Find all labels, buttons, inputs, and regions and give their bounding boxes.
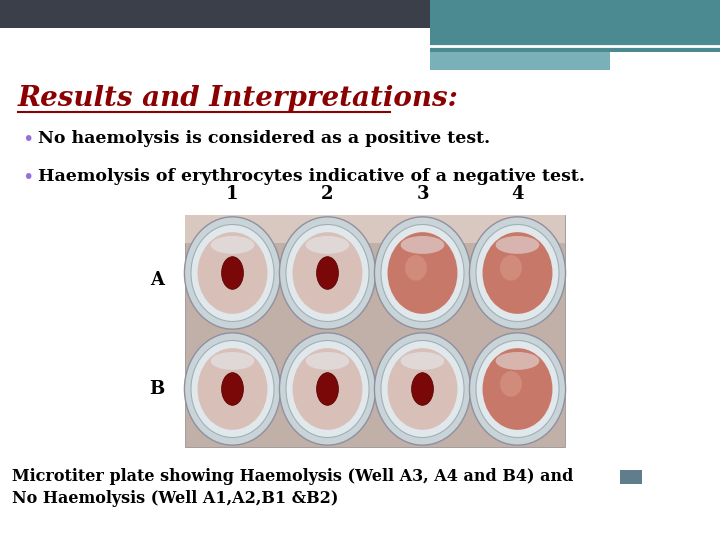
Ellipse shape xyxy=(306,352,349,370)
Text: No haemolysis is considered as a positive test.: No haemolysis is considered as a positiv… xyxy=(38,130,490,147)
Ellipse shape xyxy=(387,348,457,430)
Ellipse shape xyxy=(211,352,254,370)
Bar xyxy=(185,215,565,447)
Ellipse shape xyxy=(500,255,522,281)
Ellipse shape xyxy=(381,341,464,437)
Ellipse shape xyxy=(482,348,552,430)
Ellipse shape xyxy=(400,236,444,254)
Bar xyxy=(0,0,720,28)
Ellipse shape xyxy=(317,256,338,289)
Text: •: • xyxy=(22,168,33,187)
Ellipse shape xyxy=(317,373,338,406)
Ellipse shape xyxy=(469,333,566,445)
Ellipse shape xyxy=(374,217,471,329)
Text: Haemolysis of erythrocytes indicative of a negative test.: Haemolysis of erythrocytes indicative of… xyxy=(38,168,585,185)
Text: 1: 1 xyxy=(226,185,239,203)
Ellipse shape xyxy=(495,352,539,370)
Ellipse shape xyxy=(412,373,433,406)
Ellipse shape xyxy=(306,236,349,254)
Ellipse shape xyxy=(191,341,274,437)
Ellipse shape xyxy=(279,333,376,445)
Bar xyxy=(185,215,565,243)
Ellipse shape xyxy=(184,217,281,329)
Text: Microtiter plate showing Haemolysis (Well A3, A4 and B4) and: Microtiter plate showing Haemolysis (Wel… xyxy=(12,468,573,485)
Ellipse shape xyxy=(381,225,464,321)
Ellipse shape xyxy=(495,236,539,254)
Ellipse shape xyxy=(197,232,267,314)
Text: 3: 3 xyxy=(416,185,428,203)
Ellipse shape xyxy=(222,373,243,406)
Ellipse shape xyxy=(476,341,559,437)
Ellipse shape xyxy=(286,341,369,437)
Ellipse shape xyxy=(211,236,254,254)
Ellipse shape xyxy=(222,256,243,289)
Text: Results and Interpretations:: Results and Interpretations: xyxy=(18,85,459,112)
Ellipse shape xyxy=(476,225,559,321)
Text: A: A xyxy=(150,271,164,289)
Text: 4: 4 xyxy=(511,185,523,203)
Ellipse shape xyxy=(500,371,522,397)
Ellipse shape xyxy=(292,232,362,314)
Ellipse shape xyxy=(197,348,267,430)
Ellipse shape xyxy=(286,225,369,321)
Bar xyxy=(620,470,642,484)
Text: No Haemolysis (Well A1,A2,B1 &B2): No Haemolysis (Well A1,A2,B1 &B2) xyxy=(12,490,338,507)
Ellipse shape xyxy=(374,333,471,445)
Ellipse shape xyxy=(184,333,281,445)
Text: B: B xyxy=(149,380,165,398)
Ellipse shape xyxy=(400,352,444,370)
Ellipse shape xyxy=(482,232,552,314)
Ellipse shape xyxy=(292,348,362,430)
Ellipse shape xyxy=(405,255,427,281)
Text: 2: 2 xyxy=(321,185,334,203)
Bar xyxy=(430,52,610,70)
Ellipse shape xyxy=(191,225,274,321)
Ellipse shape xyxy=(279,217,376,329)
Text: •: • xyxy=(22,130,33,149)
Ellipse shape xyxy=(387,232,457,314)
Bar xyxy=(430,0,720,52)
Ellipse shape xyxy=(469,217,566,329)
